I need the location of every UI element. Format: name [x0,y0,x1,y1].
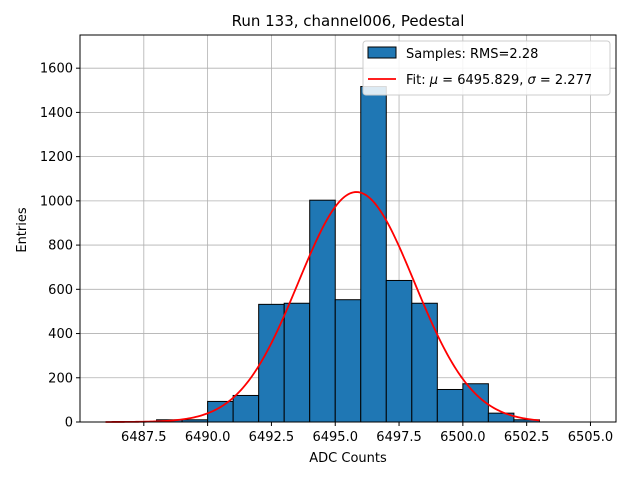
legend-histogram-swatch [367,46,397,59]
histogram-bar [462,383,489,423]
histogram-bar [309,199,336,423]
fit-curve-layer [105,191,540,423]
legend-fit-prefix: Fit: [406,73,430,88]
chart-title: Run 133, channel006, Pedestal [232,12,465,30]
histogram-bar [283,302,311,423]
y-tick-label: 1400 [40,106,73,121]
y-tick-label: 1000 [40,194,73,209]
legend: Samples: RMS=2.28 Fit: μ = 6495.829, σ =… [362,40,611,96]
axis-ticks: 6487.5 6490.0 6492.5 6495.0 6497.5 6500.0 6502… [40,62,613,445]
x-tick-label: 6490.0 [185,430,231,445]
x-tick-label: 6492.5 [249,430,295,445]
legend-fit-label: Fit: μ = 6495.829, σ = 2.277 [406,73,592,88]
x-tick-label: 6505.0 [568,430,614,445]
y-tick-label: 0 [65,416,73,431]
histogram-bar [411,302,438,423]
x-tick-label: 6502.5 [504,430,550,445]
histogram-bar [385,279,413,423]
histogram-bar [360,86,387,423]
x-tick-label: 6487.5 [121,430,167,445]
x-axis-label: ADC Counts [309,451,387,466]
plot-frame [79,34,617,423]
legend-fit-sigma-symbol: σ [528,73,537,88]
x-tick-label: 6495.0 [312,430,358,445]
histogram-bar [436,388,464,423]
y-tick-label: 200 [48,371,73,386]
legend-fit-mu-symbol: μ [429,73,438,88]
y-axis-label: Entries [15,207,30,253]
legend-fit-mid: = 6495.829, [438,73,527,88]
x-tick-label: 6497.5 [376,430,422,445]
histogram-bar [258,303,285,423]
gaussian-fit-curve [105,191,540,423]
y-tick-label: 1600 [40,62,73,77]
legend-box [362,40,611,96]
histogram-bar [232,394,260,423]
y-tick-label: 1200 [40,150,73,165]
y-tick-label: 400 [48,327,73,342]
legend-fit-suffix: = 2.277 [536,73,592,88]
histogram-bars [156,86,540,423]
legend-histogram-label: Samples: RMS=2.28 [406,47,538,62]
x-tick-label: 6500.0 [440,430,486,445]
histogram-bar [334,299,362,423]
y-tick-label: 600 [48,283,73,298]
y-tick-label: 800 [48,239,73,254]
